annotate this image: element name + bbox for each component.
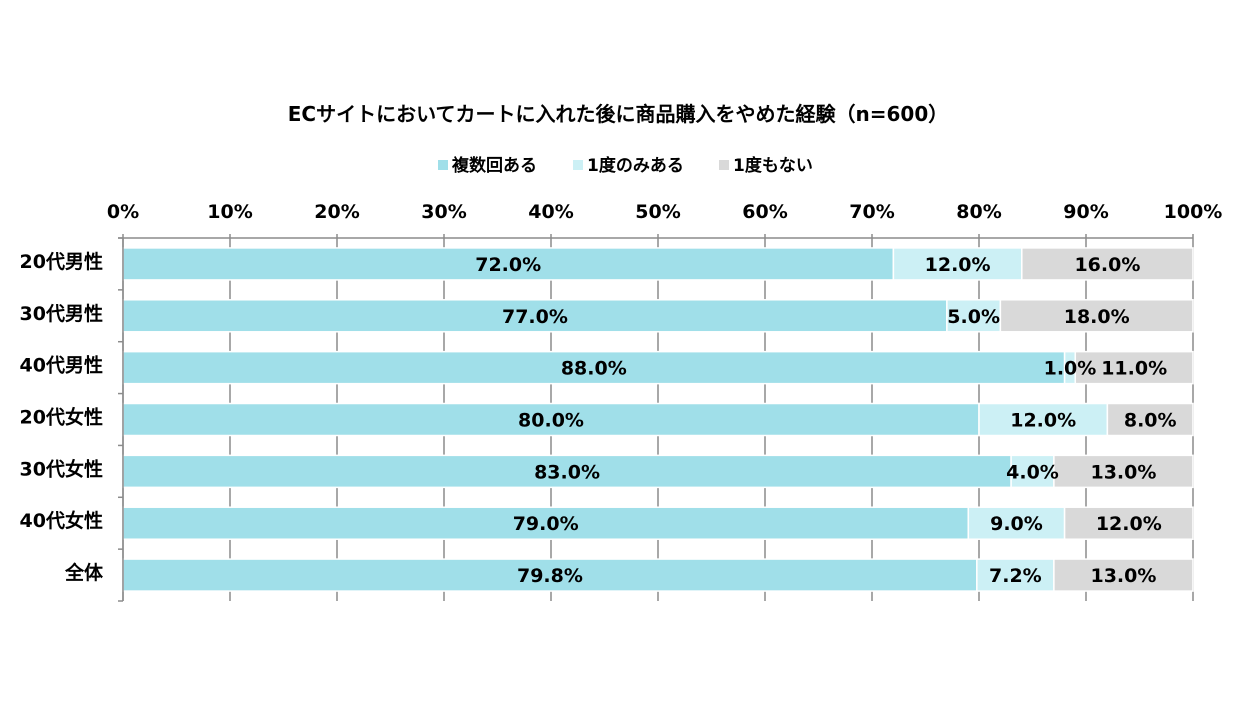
x-tick-label-7: 70% xyxy=(849,201,894,223)
legend-label-1: 複数回ある xyxy=(451,155,537,176)
category-label-4: 20代女性 xyxy=(20,406,103,429)
data-label-3-2: 18.0% xyxy=(1064,306,1130,328)
x-tick-label-8: 80% xyxy=(956,201,1001,223)
bar-3-4 xyxy=(1106,402,1194,437)
data-label-1-5: 83.0% xyxy=(534,461,600,483)
x-tick-label-4: 40% xyxy=(528,201,573,223)
axes xyxy=(118,237,1193,602)
data-label-1-4: 80.0% xyxy=(518,410,584,432)
bar-2-4 xyxy=(978,402,1109,437)
data-label-1-7: 79.8% xyxy=(517,565,583,587)
bar-2-7 xyxy=(976,558,1055,592)
data-label-3-4: 8.0% xyxy=(1124,410,1177,432)
data-label-3-1: 16.0% xyxy=(1074,254,1140,276)
bar-3-3 xyxy=(1074,350,1194,385)
bar-3-5 xyxy=(1053,454,1194,489)
x-tick-label-6: 60% xyxy=(742,201,787,223)
bar-3-6 xyxy=(1063,506,1194,540)
data-label-3-5: 13.0% xyxy=(1090,461,1156,483)
bar-1-2 xyxy=(122,299,948,333)
data-label-2-1: 12.0% xyxy=(925,254,991,276)
data-label-2-4: 12.0% xyxy=(1010,410,1076,432)
legend-label-2: 1度のみある xyxy=(587,155,684,176)
data-label-2-7: 7.2% xyxy=(989,565,1042,587)
bar-3-1 xyxy=(1021,247,1194,281)
category-label-3: 40代男性 xyxy=(20,354,103,377)
bar-3-2 xyxy=(999,299,1194,333)
data-labels: 72.0% 12.0% 16.0% 77.0% 5.0% 18.0% 88.0% 1.0% 11… xyxy=(475,254,1176,587)
x-tick-label-10: 100% xyxy=(1164,201,1223,223)
bar-1-4 xyxy=(122,402,980,437)
data-label-1-6: 79.0% xyxy=(513,513,579,535)
data-label-3-6: 12.0% xyxy=(1096,513,1162,535)
bar-2-1 xyxy=(892,247,1023,281)
category-label-6: 40代女性 xyxy=(20,509,103,532)
bar-1-1 xyxy=(122,247,895,281)
x-tick-label-2: 20% xyxy=(314,201,359,223)
bar-3-7 xyxy=(1053,558,1194,592)
data-label-1-3: 88.0% xyxy=(561,358,627,380)
data-label-3-7: 13.0% xyxy=(1090,565,1156,587)
legend-swatch-3 xyxy=(719,160,729,170)
legend: 複数回ある 1度のみある 1度もない xyxy=(438,155,813,176)
data-label-2-5: 4.0% xyxy=(1006,461,1059,483)
legend-swatch-1 xyxy=(438,160,448,170)
category-label-2: 30代男性 xyxy=(20,302,103,325)
category-label-5: 30代女性 xyxy=(20,457,103,480)
legend-swatch-2 xyxy=(573,160,583,170)
x-tick-label-9: 90% xyxy=(1063,201,1108,223)
x-tick-labels: 0% 10% 20% 30% 40% 50% 60% 70% 80% 90% 100% xyxy=(107,201,1222,223)
category-label-7: 全体 xyxy=(64,561,104,584)
data-label-3-3: 11.0% xyxy=(1101,358,1167,380)
legend-label-3: 1度もない xyxy=(733,155,813,176)
x-tick-label-5: 50% xyxy=(635,201,680,223)
data-label-1-1: 72.0% xyxy=(475,254,541,276)
data-label-2-6: 9.0% xyxy=(990,513,1043,535)
data-label-2-3: 1.0% xyxy=(1044,358,1097,380)
x-tick-label-1: 10% xyxy=(207,201,252,223)
x-tick-label-3: 30% xyxy=(421,201,466,223)
data-label-1-2: 77.0% xyxy=(502,306,568,328)
bar-1-3 xyxy=(122,350,1066,385)
data-label-2-2: 5.0% xyxy=(947,306,1000,328)
category-label-1: 20代男性 xyxy=(20,250,103,273)
bar-2-6 xyxy=(967,506,1066,540)
chart-title: ECサイトにおいてカートに入れた後に商品購入をやめた経験（n=600） xyxy=(288,102,948,126)
x-tick-label-0: 0% xyxy=(107,201,139,223)
